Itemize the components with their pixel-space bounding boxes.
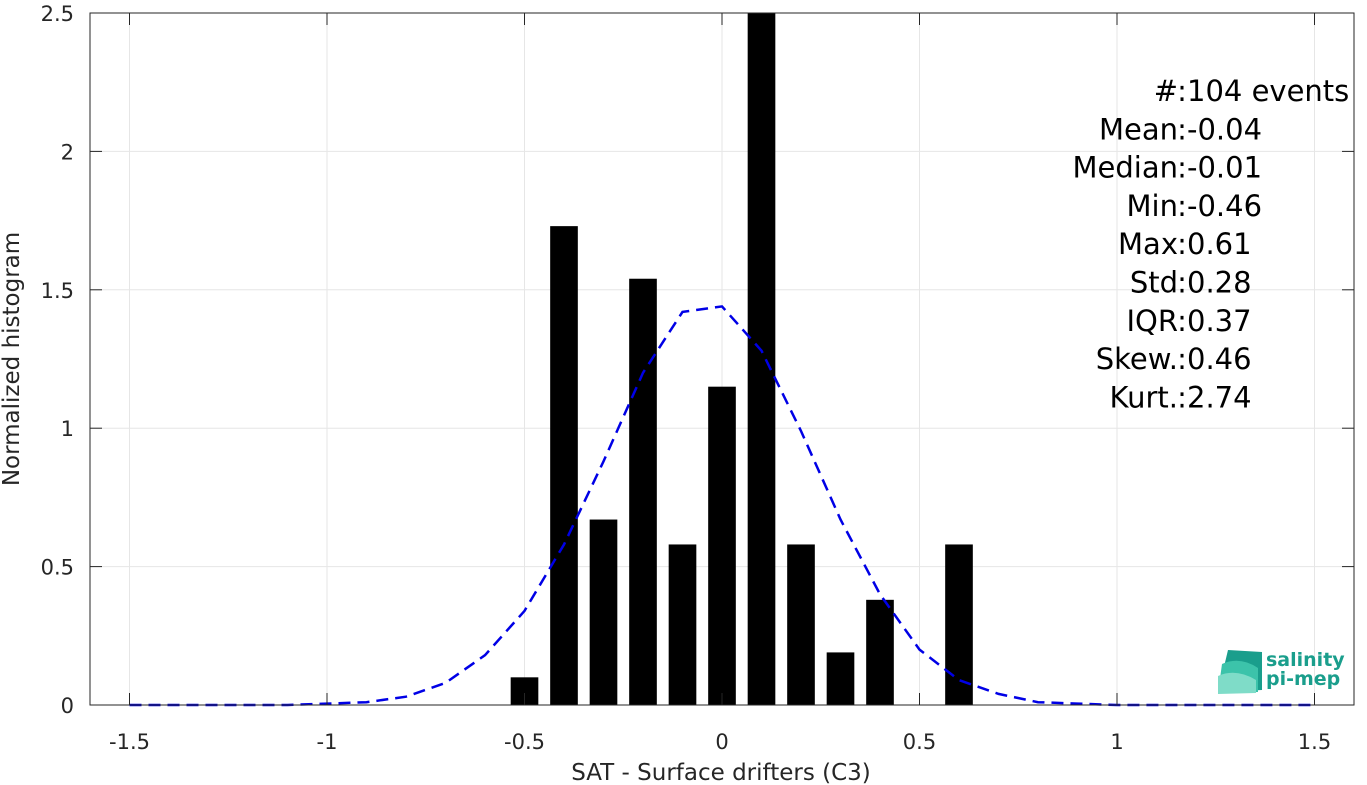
y-tick-label: 2 bbox=[61, 140, 74, 164]
stat-colon: : bbox=[1177, 380, 1187, 414]
stat-colon: : bbox=[1177, 342, 1187, 376]
x-tick-label: 0.5 bbox=[903, 730, 936, 754]
stat-label: Median bbox=[1073, 151, 1178, 185]
x-tick-label: 1 bbox=[1110, 730, 1123, 754]
stat-value: -0.46 bbox=[1187, 189, 1262, 223]
axis-ticks: -1.5 -1 -0.5 0 0.5 1 1.5 0 0.5 1 1.5 2 2.5 bbox=[41, 2, 1354, 754]
stat-value: 0.61 bbox=[1187, 227, 1252, 261]
y-tick-label: 1.5 bbox=[41, 279, 74, 303]
logo-line1: salinity bbox=[1266, 649, 1345, 671]
wave-logo-icon bbox=[1218, 650, 1262, 694]
stat-label: Skew. bbox=[1096, 342, 1178, 376]
stat-colon: : bbox=[1177, 74, 1187, 108]
x-tick-label: -0.5 bbox=[504, 730, 545, 754]
x-tick-label: -1 bbox=[317, 730, 338, 754]
stat-label: Min bbox=[1127, 189, 1178, 223]
stat-colon: : bbox=[1177, 266, 1187, 300]
histogram-bar bbox=[629, 278, 657, 705]
x-tick-label: 0 bbox=[715, 730, 728, 754]
logo-line2: pi-mep bbox=[1266, 668, 1340, 690]
stat-label: Mean bbox=[1099, 112, 1178, 146]
x-tick-label: -1.5 bbox=[109, 730, 150, 754]
stat-value: 104 events bbox=[1187, 74, 1349, 108]
stat-colon: : bbox=[1177, 189, 1187, 223]
stat-colon: : bbox=[1177, 304, 1187, 338]
stat-label: Kurt. bbox=[1110, 380, 1178, 414]
stat-value: -0.04 bbox=[1187, 112, 1262, 146]
histogram-bar bbox=[708, 386, 736, 705]
stat-label: Max bbox=[1118, 227, 1178, 261]
y-tick-label: 0.5 bbox=[41, 556, 74, 580]
histogram-bar bbox=[866, 599, 894, 705]
stat-colon: : bbox=[1177, 112, 1187, 146]
histogram-bar bbox=[787, 544, 815, 705]
histogram-bar bbox=[945, 544, 973, 705]
statistics-box: # : 104 events Mean : -0.04 Median : -0.01… bbox=[1073, 74, 1350, 414]
stat-label: # bbox=[1154, 74, 1178, 108]
stat-label: Std bbox=[1130, 266, 1178, 300]
stat-value: 0.46 bbox=[1187, 342, 1252, 376]
y-axis-label: Normalized histogram bbox=[0, 232, 25, 486]
histogram-bar bbox=[826, 652, 855, 705]
histogram-bar bbox=[668, 544, 697, 705]
y-tick-label: 0 bbox=[61, 694, 74, 718]
histogram-bar bbox=[589, 519, 618, 705]
x-axis-label: SAT - Surface drifters (C3) bbox=[571, 760, 871, 785]
stat-value: 2.74 bbox=[1187, 380, 1252, 414]
stat-label: IQR bbox=[1126, 304, 1178, 338]
stat-colon: : bbox=[1177, 151, 1187, 185]
y-tick-label: 2.5 bbox=[41, 2, 74, 26]
stat-value: 0.37 bbox=[1187, 304, 1252, 338]
stat-colon: : bbox=[1177, 227, 1187, 261]
histogram-bars bbox=[510, 13, 973, 706]
stat-value: 0.28 bbox=[1187, 266, 1252, 300]
histogram-bar bbox=[747, 13, 776, 705]
salinity-pi-mep-logo: salinity pi-mep bbox=[1218, 649, 1345, 694]
y-tick-label: 1 bbox=[61, 417, 74, 441]
stat-value: -0.01 bbox=[1187, 151, 1262, 185]
x-tick-label: 1.5 bbox=[1298, 730, 1331, 754]
histogram-bar bbox=[550, 226, 578, 706]
